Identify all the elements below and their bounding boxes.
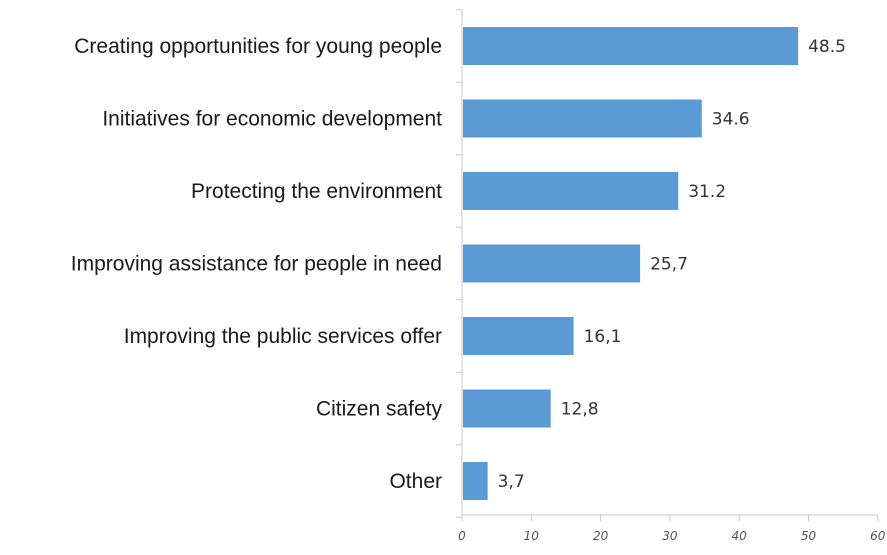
x-tick-label-6: 60 <box>870 529 886 543</box>
x-tick-label-5: 50 <box>801 529 817 543</box>
category-label-6: Other <box>389 470 442 493</box>
value-labels: 48.5 34.6 31.2 25,7 16,1 12,8 3,7 <box>498 37 846 492</box>
x-tick-label-2: 20 <box>593 529 609 543</box>
value-label-2: 31.2 <box>688 182 726 202</box>
category-label-5: Citizen safety <box>316 398 443 421</box>
category-label-0: Creating opportunities for young people <box>74 35 442 58</box>
x-tick-label-3: 30 <box>662 529 678 543</box>
category-label-3: Improving assistance for people in need <box>71 253 442 276</box>
value-label-1: 34.6 <box>712 110 750 130</box>
x-tick-label-0: 0 <box>458 529 466 543</box>
bar-1 <box>463 99 702 138</box>
bar-0 <box>463 27 799 65</box>
value-label-5: 12,8 <box>561 400 599 420</box>
category-label-2: Protecting the environment <box>191 180 442 203</box>
bar-6 <box>463 462 488 500</box>
bar-2 <box>463 172 679 210</box>
value-label-3: 25,7 <box>650 255 688 275</box>
x-tick-label-4: 40 <box>732 529 748 543</box>
bars-group <box>463 27 799 500</box>
bar-5 <box>463 389 551 428</box>
x-tick-label-1: 10 <box>524 529 540 543</box>
category-label-4: Improving the public services offer <box>124 325 442 348</box>
category-labels: Creating opportunities for young people I… <box>71 35 443 493</box>
bar-3 <box>463 244 641 283</box>
value-label-0: 48.5 <box>808 37 846 57</box>
category-label-1: Initiatives for economic development <box>102 108 442 131</box>
x-axis: 0 10 20 30 40 50 60 <box>456 9 886 543</box>
value-label-4: 16,1 <box>584 327 622 347</box>
bar-4 <box>463 317 574 355</box>
value-label-6: 3,7 <box>498 472 525 492</box>
